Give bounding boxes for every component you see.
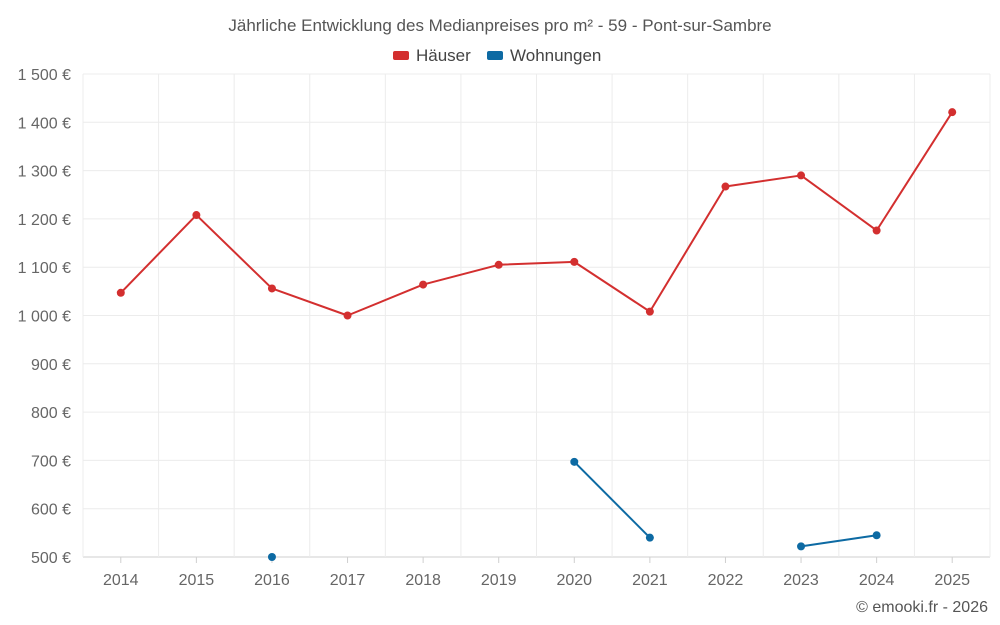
data-point-wohnungen xyxy=(267,553,276,561)
x-tick-label: 2024 xyxy=(859,572,895,589)
data-point-haeuser xyxy=(948,108,957,117)
x-tick-label: 2019 xyxy=(481,572,517,589)
data-point-haeuser xyxy=(343,311,352,320)
legend-item-haeuser[interactable]: Häuser xyxy=(393,46,471,65)
data-point-wohnungen xyxy=(645,533,654,542)
y-tick-label: 1 300 € xyxy=(18,164,71,181)
data-point-haeuser xyxy=(570,257,579,266)
x-axis: 2014 2015 2016 2017 2018 2019 2020 2021 2022 2023… xyxy=(103,557,970,589)
data-point-haeuser xyxy=(494,260,503,269)
data-point-haeuser xyxy=(872,226,881,235)
legend-swatch-wohnungen xyxy=(487,51,503,60)
y-tick-label: 1 200 € xyxy=(18,212,71,229)
data-point-haeuser xyxy=(797,171,806,180)
data-point-haeuser xyxy=(721,182,730,191)
data-point-haeuser xyxy=(116,288,125,297)
y-tick-label: 900 € xyxy=(31,357,71,374)
y-tick-label: 600 € xyxy=(31,502,71,519)
legend-item-wohnungen[interactable]: Wohnungen xyxy=(487,46,601,65)
x-tick-label: 2018 xyxy=(405,572,441,589)
data-point-haeuser xyxy=(419,280,428,289)
x-tick-label: 2017 xyxy=(330,572,366,589)
y-axis: 500 € 600 € 700 € 800 € 900 € 1 000 € 1 100 € 1… xyxy=(18,67,71,567)
data-point-haeuser xyxy=(645,307,654,316)
plot-area xyxy=(116,108,957,561)
chart-title: Jährliche Entwicklung des Medianpreises … xyxy=(228,16,771,35)
series-line-wohnungen xyxy=(573,461,651,539)
data-point-wohnungen xyxy=(797,542,806,551)
legend: Häuser Wohnungen xyxy=(393,46,601,65)
data-point-haeuser xyxy=(192,211,201,220)
y-tick-label: 1 100 € xyxy=(18,260,71,277)
y-tick-label: 1 500 € xyxy=(18,67,71,84)
legend-label-wohnungen: Wohnungen xyxy=(510,46,601,65)
data-point-wohnungen xyxy=(570,457,579,466)
series-line-wohnungen xyxy=(800,534,877,548)
gridlines xyxy=(82,73,991,558)
x-tick-label: 2023 xyxy=(783,572,819,589)
x-tick-label: 2016 xyxy=(254,572,290,589)
x-tick-label: 2025 xyxy=(934,572,970,589)
y-tick-label: 500 € xyxy=(31,550,71,567)
credit-text: © emooki.fr - 2026 xyxy=(856,599,988,616)
x-tick-label: 2015 xyxy=(179,572,215,589)
y-tick-label: 1 400 € xyxy=(18,115,71,132)
legend-swatch-haeuser xyxy=(393,51,409,60)
y-tick-label: 700 € xyxy=(31,453,71,470)
series-line-haeuser xyxy=(120,111,954,317)
x-tick-label: 2022 xyxy=(708,572,744,589)
data-point-haeuser xyxy=(267,284,276,293)
data-point-wohnungen xyxy=(872,531,881,540)
y-tick-label: 800 € xyxy=(31,405,71,422)
x-tick-label: 2020 xyxy=(556,572,592,589)
y-tick-label: 1 000 € xyxy=(18,309,71,326)
x-tick-label: 2021 xyxy=(632,572,668,589)
legend-label-haeuser: Häuser xyxy=(416,46,471,65)
x-tick-label: 2014 xyxy=(103,572,139,589)
